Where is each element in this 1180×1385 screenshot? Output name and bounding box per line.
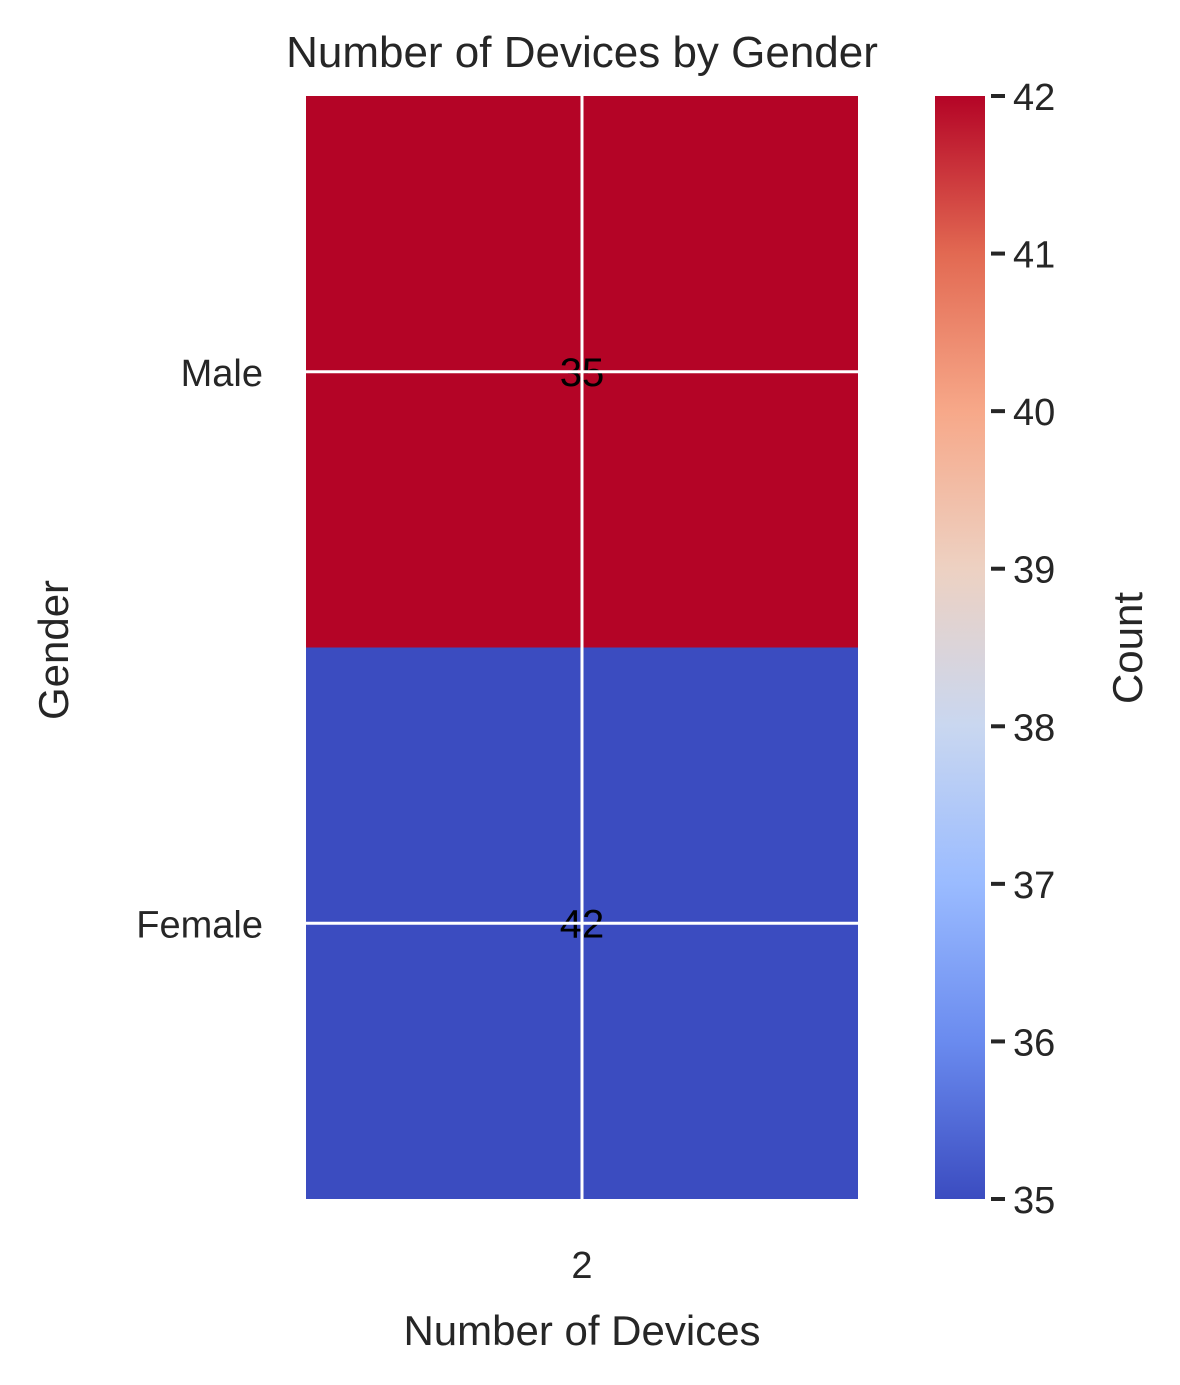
colorbar — [935, 96, 985, 1199]
colorbar-label: Count — [1104, 592, 1151, 704]
colorbar-tick-label: 38 — [1013, 707, 1055, 749]
colorbar-tick-label: 39 — [1013, 550, 1055, 592]
colorbar-tick-label: 40 — [1013, 392, 1055, 434]
y-axis-label: Gender — [30, 580, 77, 720]
x-tick-label: 2 — [571, 1245, 592, 1287]
y-tick-labels: Male Female — [136, 353, 263, 947]
colorbar-tick-label: 42 — [1013, 77, 1055, 119]
colorbar-ticks: 35 36 37 38 39 40 41 42 — [991, 77, 1055, 1222]
y-tick-label-female: Female — [136, 904, 263, 946]
y-tick-label-male: Male — [181, 353, 263, 395]
heatmap-grid-lines — [306, 96, 858, 1199]
colorbar-tick-label: 35 — [1013, 1180, 1055, 1222]
x-tick-labels: 2 — [571, 1245, 592, 1287]
colorbar-tick-label: 36 — [1013, 1022, 1055, 1064]
colorbar-tick-label: 41 — [1013, 235, 1055, 277]
chart-title: Number of Devices by Gender — [286, 28, 878, 77]
x-axis-label: Number of Devices — [403, 1307, 760, 1354]
colorbar-tick-label: 37 — [1013, 865, 1055, 907]
